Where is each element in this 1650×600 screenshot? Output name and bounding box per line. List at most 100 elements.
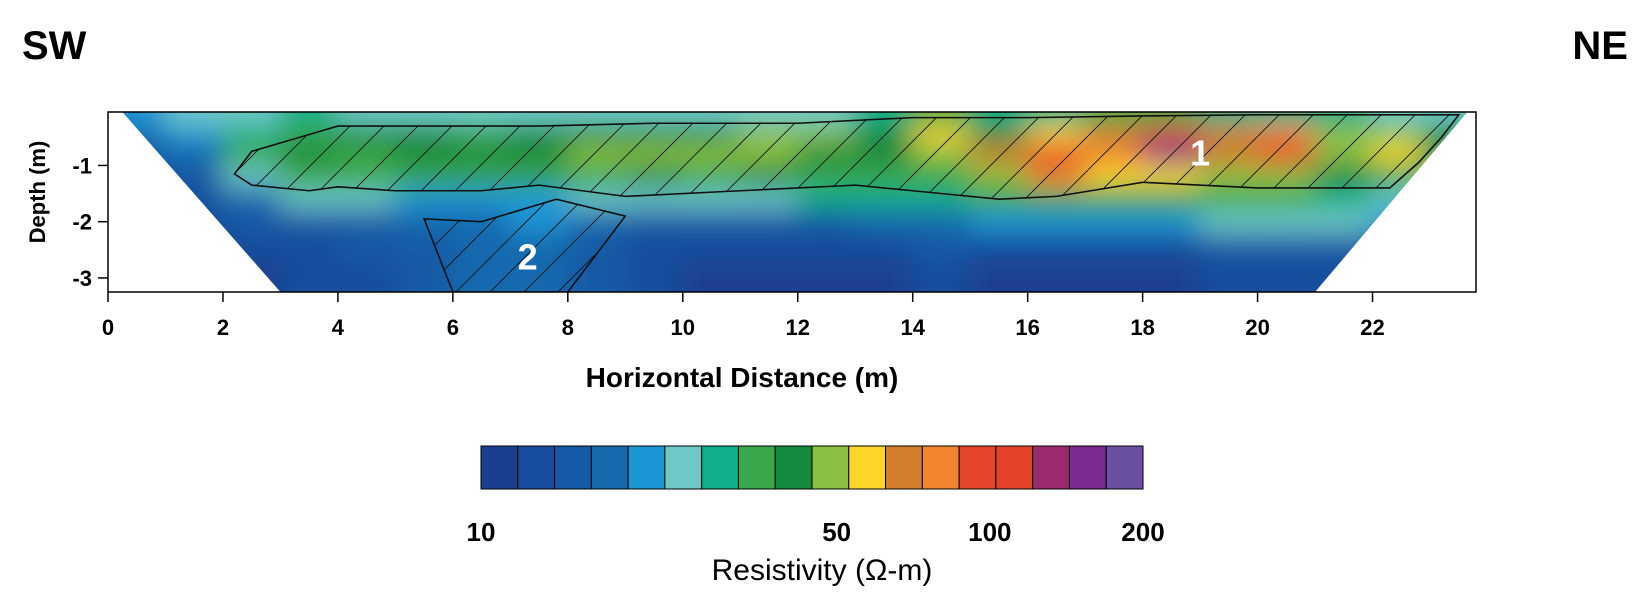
x-tick-label: 16 bbox=[1015, 315, 1039, 340]
anomaly-label-1: 1 bbox=[1190, 132, 1210, 173]
resistivity-cell bbox=[1084, 233, 1144, 263]
resistivity-cell bbox=[279, 260, 339, 292]
colorbar: 10 50 100 200 bbox=[467, 445, 1165, 547]
resistivity-cell bbox=[1026, 209, 1087, 236]
anomaly-label-2: 2 bbox=[518, 236, 538, 277]
colorbar-tick-label: 10 bbox=[467, 517, 496, 547]
resistivity-cell bbox=[681, 233, 742, 263]
resistivity-cell bbox=[739, 112, 799, 128]
colorbar-swatch bbox=[737, 445, 776, 490]
resistivity-cell bbox=[911, 209, 972, 236]
x-tick-label: 2 bbox=[217, 315, 229, 340]
resistivity-cell bbox=[279, 112, 339, 128]
colorbar-swatch bbox=[480, 445, 519, 490]
resistivity-cell bbox=[1256, 186, 1317, 212]
resistivity-cell bbox=[739, 260, 799, 292]
x-tick-label: 10 bbox=[671, 315, 695, 340]
x-tick-label: 20 bbox=[1245, 315, 1269, 340]
resistivity-cell bbox=[624, 209, 684, 236]
y-tick-label: -2 bbox=[72, 210, 92, 235]
colorbar-swatch bbox=[554, 445, 592, 490]
resistivity-cell bbox=[221, 209, 282, 236]
x-tick-label: 4 bbox=[332, 315, 345, 340]
colorbar-tick-label: 50 bbox=[822, 517, 851, 547]
colorbar-swatch bbox=[517, 445, 556, 490]
resistivity-cell bbox=[336, 233, 397, 263]
x-axis: 0 2 4 6 8 10 12 14 16 18 20 22 bbox=[102, 292, 1385, 340]
x-tick-label: 12 bbox=[786, 315, 810, 340]
y-tick-label: -3 bbox=[72, 266, 92, 291]
resistivity-cell bbox=[969, 233, 1029, 263]
colorbar-title: Resistivity (Ω-m) bbox=[712, 554, 933, 587]
resistivity-cell bbox=[854, 260, 914, 292]
x-tick-label: 18 bbox=[1130, 315, 1154, 340]
resistivity-cell bbox=[1141, 260, 1202, 292]
resistivity-cell bbox=[739, 233, 799, 263]
resistivity-cell bbox=[854, 186, 914, 212]
colorbar-swatch bbox=[885, 445, 923, 490]
resistivity-cell bbox=[796, 260, 857, 292]
resistivity-cell bbox=[1026, 260, 1087, 292]
resistivity-cell bbox=[394, 112, 454, 128]
resistivity-cell bbox=[739, 209, 799, 236]
colorbar-swatch bbox=[811, 445, 850, 490]
y-axis-title: Depth (m) bbox=[25, 141, 50, 244]
colorbar-swatch bbox=[1068, 445, 1107, 490]
resistivity-cell bbox=[1141, 209, 1202, 236]
resistivity-cell bbox=[336, 112, 397, 128]
resistivity-cell bbox=[164, 143, 224, 167]
resistivity-cell bbox=[336, 186, 397, 212]
resistivity-cell bbox=[1314, 186, 1374, 212]
colorbar-swatch bbox=[590, 445, 629, 490]
resistivity-cell bbox=[279, 209, 339, 236]
y-tick-label: -1 bbox=[72, 153, 92, 178]
resistivity-cell bbox=[221, 112, 282, 128]
anomaly-zone-2 bbox=[422, 198, 627, 292]
resistivity-cell bbox=[1199, 233, 1259, 263]
resistivity-cell bbox=[164, 125, 224, 146]
resistivity-cell bbox=[681, 260, 742, 292]
colorbar-swatch bbox=[958, 445, 997, 490]
resistivity-cell bbox=[969, 209, 1029, 236]
colorbar-swatch bbox=[921, 445, 960, 490]
resistivity-cell bbox=[1256, 260, 1317, 292]
resistivity-cell bbox=[336, 260, 397, 292]
resistivity-cell bbox=[221, 125, 282, 146]
colorbar-swatch bbox=[627, 445, 666, 490]
resistivity-cell bbox=[1026, 233, 1087, 263]
resistivity-cell bbox=[624, 233, 684, 263]
annotation-zones: 12 bbox=[233, 114, 1461, 292]
x-tick-label: 8 bbox=[562, 315, 574, 340]
resistivity-cell bbox=[1141, 186, 1202, 212]
resistivity-cell bbox=[1256, 209, 1317, 236]
x-tick-label: 14 bbox=[900, 315, 925, 340]
resistivity-cell bbox=[451, 112, 512, 128]
resistivity-cell bbox=[1084, 260, 1144, 292]
colorbar-swatch bbox=[1032, 445, 1070, 490]
x-axis-title: Horizontal Distance (m) bbox=[586, 362, 899, 393]
resistivity-cell bbox=[1141, 233, 1202, 263]
resistivity-cell bbox=[681, 209, 742, 236]
anomaly-zone-1 bbox=[233, 114, 1461, 200]
direction-label-sw: SW bbox=[22, 24, 87, 68]
resistivity-cell bbox=[279, 233, 339, 263]
resistivity-cell bbox=[1256, 233, 1317, 263]
resistivity-cell bbox=[566, 112, 627, 128]
x-tick-label: 0 bbox=[102, 315, 114, 340]
x-tick-label: 6 bbox=[447, 315, 459, 340]
resistivity-cell bbox=[336, 209, 397, 236]
colorbar-swatch bbox=[848, 445, 887, 490]
colorbar-tick-label: 200 bbox=[1121, 517, 1164, 547]
colorbar-swatch bbox=[774, 445, 813, 490]
resistivity-cell bbox=[1199, 186, 1259, 212]
colorbar-swatch bbox=[1105, 445, 1144, 490]
plot-area: 12 bbox=[108, 112, 1476, 292]
resistivity-cell bbox=[1084, 209, 1144, 236]
resistivity-cell bbox=[221, 186, 282, 212]
plot-frame bbox=[107, 111, 1477, 293]
resistivity-cell bbox=[164, 112, 224, 128]
colorbar-swatch bbox=[664, 445, 703, 490]
colorbar-tick-label: 100 bbox=[968, 517, 1011, 547]
resistivity-cell bbox=[1314, 209, 1374, 236]
